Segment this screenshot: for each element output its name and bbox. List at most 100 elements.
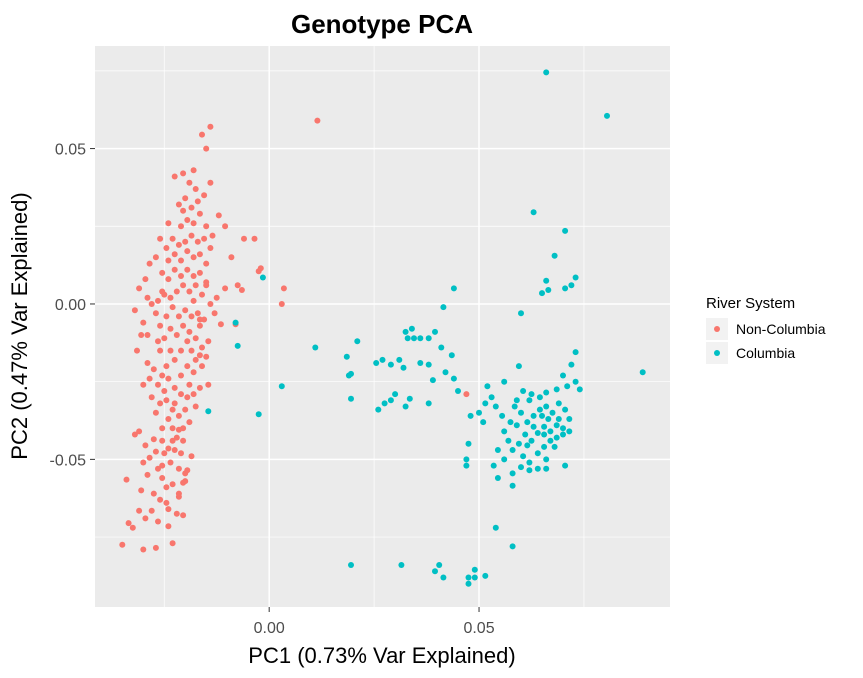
data-point-columbia	[509, 482, 516, 489]
data-point-columbia	[534, 430, 541, 436]
data-point-columbia	[387, 397, 394, 404]
data-point-columbia	[524, 442, 531, 449]
data-point-columbia	[465, 440, 472, 447]
data-point-non-columbia	[207, 123, 214, 130]
data-point-columbia	[522, 431, 529, 438]
data-point-non-columbia	[159, 288, 166, 295]
data-point-non-columbia	[146, 454, 153, 461]
data-point-non-columbia	[190, 167, 197, 174]
data-point-columbia	[400, 364, 407, 371]
data-point-non-columbia	[463, 391, 470, 398]
data-point-non-columbia	[167, 459, 174, 466]
data-point-non-columbia	[169, 425, 176, 432]
data-point-non-columbia	[257, 265, 264, 272]
data-point-columbia	[511, 403, 518, 410]
data-point-non-columbia	[159, 372, 166, 379]
data-point-non-columbia	[203, 223, 210, 230]
data-point-columbia	[513, 422, 520, 429]
data-point-columbia	[545, 416, 552, 422]
data-point-columbia	[463, 456, 470, 463]
data-point-columbia	[463, 462, 470, 469]
data-point-non-columbia	[129, 524, 136, 531]
data-point-columbia	[482, 572, 489, 579]
data-point-non-columbia	[215, 212, 222, 219]
data-point-non-columbia	[171, 266, 178, 273]
data-point-columbia	[509, 543, 516, 550]
data-point-columbia	[417, 335, 424, 342]
data-point-columbia	[539, 412, 545, 419]
data-point-non-columbia	[150, 366, 157, 373]
data-point-non-columbia	[173, 510, 180, 517]
data-point-non-columbia	[194, 198, 201, 205]
data-point-non-columbia	[199, 291, 205, 298]
data-point-non-columbia	[155, 297, 161, 304]
data-point-non-columbia	[217, 321, 224, 328]
data-point-non-columbia	[165, 523, 172, 530]
data-point-columbia	[518, 310, 524, 317]
data-point-columbia	[551, 443, 558, 450]
data-point-non-columbia	[161, 335, 168, 342]
data-point-columbia	[515, 363, 522, 370]
data-point-columbia	[530, 209, 537, 216]
data-point-columbia	[398, 562, 405, 568]
data-point-columbia	[484, 383, 491, 390]
data-point-non-columbia	[157, 322, 164, 329]
data-point-columbia	[406, 395, 413, 402]
data-point-non-columbia	[178, 223, 184, 230]
data-point-columbia	[440, 574, 447, 581]
data-point-non-columbia	[196, 352, 203, 359]
data-point-columbia	[539, 290, 545, 297]
data-point-non-columbia	[182, 406, 189, 413]
data-point-non-columbia	[173, 434, 180, 441]
data-point-columbia	[348, 562, 354, 568]
legend-label-non-columbia: Non-Columbia	[736, 321, 826, 337]
data-point-columbia	[392, 391, 399, 398]
data-point-columbia	[448, 352, 455, 359]
data-point-non-columbia	[157, 347, 164, 354]
data-point-non-columbia	[190, 369, 197, 376]
data-point-non-columbia	[184, 217, 191, 223]
data-point-columbia	[536, 394, 543, 401]
data-point-columbia	[432, 568, 438, 575]
data-point-columbia	[471, 574, 478, 581]
data-point-non-columbia	[119, 541, 126, 548]
data-point-non-columbia	[142, 276, 149, 283]
data-point-columbia	[547, 437, 554, 444]
data-point-non-columbia	[146, 375, 153, 382]
data-point-columbia	[536, 406, 543, 413]
data-point-non-columbia	[155, 518, 161, 525]
y-tick-label: 0.05	[55, 142, 86, 159]
data-point-non-columbia	[199, 344, 205, 351]
data-point-non-columbia	[171, 356, 178, 363]
data-point-columbia	[515, 440, 522, 447]
data-point-non-columbia	[192, 403, 199, 410]
data-point-columbia	[530, 423, 537, 430]
data-point-non-columbia	[144, 360, 151, 366]
data-points	[119, 69, 646, 587]
data-point-non-columbia	[178, 257, 184, 264]
data-point-columbia	[562, 285, 569, 292]
data-point-columbia	[551, 252, 558, 259]
data-point-non-columbia	[203, 145, 210, 152]
data-point-columbia	[553, 386, 560, 393]
data-point-non-columbia	[178, 372, 184, 379]
chart-title: Genotype PCA	[291, 9, 473, 39]
data-point-non-columbia	[163, 363, 170, 370]
data-point-columbia	[541, 443, 548, 450]
data-point-columbia	[543, 389, 550, 396]
data-point-non-columbia	[280, 285, 287, 292]
data-point-non-columbia	[140, 459, 147, 466]
data-point-non-columbia	[148, 394, 155, 401]
data-point-columbia	[572, 378, 579, 385]
data-point-non-columbia	[163, 397, 170, 404]
data-point-non-columbia	[278, 301, 285, 307]
data-point-non-columbia	[205, 338, 212, 345]
data-point-non-columbia	[167, 325, 174, 332]
data-point-non-columbia	[196, 210, 203, 217]
data-point-columbia	[411, 335, 417, 342]
data-point-non-columbia	[165, 375, 172, 382]
x-axis: 0.00 0.05	[254, 607, 495, 637]
data-point-non-columbia	[192, 335, 199, 342]
data-point-columbia	[408, 325, 415, 332]
y-axis: -0.05 0.00 0.05	[50, 142, 95, 469]
